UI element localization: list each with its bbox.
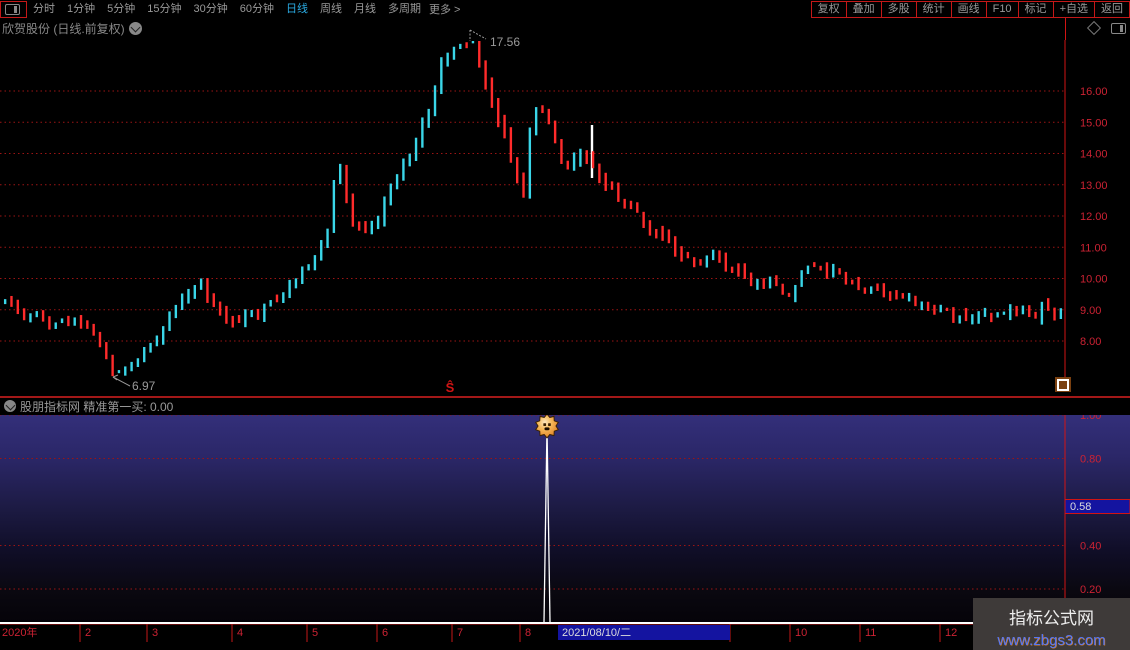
svg-text:10: 10 <box>795 627 807 639</box>
svg-text:2: 2 <box>85 627 91 639</box>
svg-text:12: 12 <box>945 627 957 639</box>
svg-text:11: 11 <box>865 627 876 639</box>
svg-text:4: 4 <box>237 627 243 639</box>
svg-text:3: 3 <box>152 627 158 639</box>
svg-text:17.56: 17.56 <box>490 35 520 49</box>
svg-text:5: 5 <box>312 627 318 639</box>
svg-text:0.80: 0.80 <box>1080 454 1101 466</box>
svg-text:1.00: 1.00 <box>1080 415 1101 422</box>
svg-text:14.00: 14.00 <box>1080 149 1108 161</box>
svg-text:8: 8 <box>525 627 531 639</box>
svg-text:S: S <box>446 380 455 392</box>
svg-text:6: 6 <box>382 627 388 639</box>
svg-text:13.00: 13.00 <box>1080 180 1108 192</box>
svg-text:0.58: 0.58 <box>1070 501 1091 513</box>
svg-text:2021/08/10/二: 2021/08/10/二 <box>562 627 631 639</box>
svg-text:7: 7 <box>457 627 463 639</box>
svg-text:0.40: 0.40 <box>1080 541 1101 553</box>
svg-text:15.00: 15.00 <box>1080 117 1108 129</box>
svg-text:10.00: 10.00 <box>1080 274 1108 286</box>
svg-text:16.00: 16.00 <box>1080 86 1108 98</box>
svg-text:2020年: 2020年 <box>2 625 37 639</box>
svg-text:6.97: 6.97 <box>132 379 156 392</box>
svg-text:9.00: 9.00 <box>1080 305 1101 317</box>
svg-text:0.20: 0.20 <box>1080 584 1101 596</box>
svg-text:11.00: 11.00 <box>1080 242 1107 254</box>
svg-text:12.00: 12.00 <box>1080 211 1108 223</box>
svg-text:8.00: 8.00 <box>1080 336 1101 348</box>
